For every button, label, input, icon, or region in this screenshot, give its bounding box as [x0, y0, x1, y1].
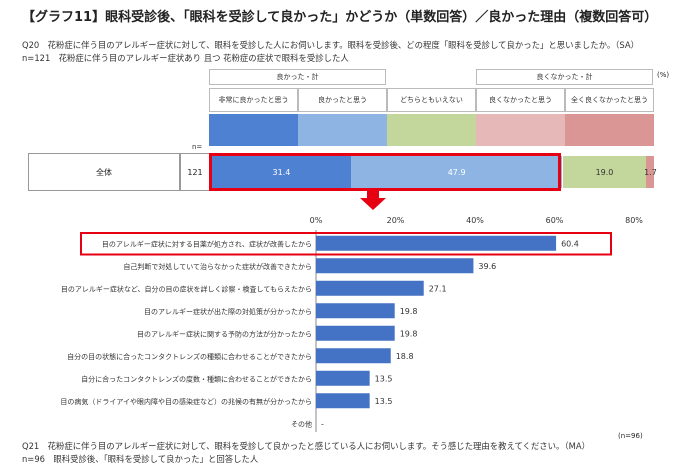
value-label-4: 19.8	[400, 329, 418, 338]
bar-0	[316, 235, 557, 251]
value-label-2: 27.1	[429, 284, 447, 293]
bar-7	[316, 393, 370, 409]
stack-segment-2	[562, 156, 647, 188]
value-label-3: 19.8	[400, 307, 418, 316]
category-label-3: 目のアレルギー症状が出た際の対処策が分かったから	[144, 307, 312, 316]
q20-sample: n=121 花粉症に伴う目のアレルギー症状あり 且つ 花粉症の症状で眼科を受診し…	[22, 53, 349, 63]
stack-segment-0	[212, 156, 351, 188]
category-swatch-4	[565, 114, 654, 146]
bar-1	[316, 258, 474, 274]
value-label-8: -	[321, 419, 324, 428]
bar-2	[316, 280, 424, 296]
value-label-7: 13.5	[375, 397, 393, 406]
value-label-1: 39.6	[478, 262, 496, 271]
category-header-2: どちらともいえない	[387, 88, 476, 112]
category-label-8: その他	[291, 419, 312, 428]
category-label-1: 自己判断で対処していて治らなかった症状が改善できたから	[123, 262, 312, 271]
down-arrow-icon	[360, 191, 386, 210]
q20-question: Q20 花粉症に伴う目のアレルギー症状に対して、眼科を受診した人にお伺いします。…	[22, 40, 639, 50]
page-title: 【グラフ11】眼科受診後、「眼科を受診して良かった」かどうか（単数回答）／良かっ…	[22, 10, 658, 25]
bar-5	[316, 348, 391, 364]
value-label-5: 18.8	[396, 352, 414, 361]
unit-label: (%)	[657, 71, 670, 79]
category-header-4: 全く良くなかったと思う	[565, 88, 654, 112]
reasons-bar-chart: 0% 20% 40% 60% 80% 目のアレルギー症状に対する目薬が処方され、症状が改善…	[60, 216, 643, 432]
category-label-6: 自分に合ったコンタクトレンズの度数・種類に合わせることができたから	[81, 374, 312, 383]
category-header-1: 良かったと思う	[298, 88, 387, 112]
category-label-4: 目のアレルギー症状に関する予防の方法が分かったから	[137, 329, 312, 338]
stack-segment-4	[646, 156, 654, 188]
x-tick-label-3: 60%	[546, 216, 564, 225]
value-label-6: 13.5	[375, 374, 393, 383]
q21-sample: n=96 眼科受診後、「眼科を受診して良かった」と回答した人	[22, 454, 259, 464]
category-swatch-0	[209, 114, 298, 146]
highlight-box-good	[209, 153, 561, 191]
bar-6	[316, 370, 370, 386]
group-header-good: 良かった・計	[209, 69, 386, 85]
category-swatch-2	[387, 114, 476, 146]
value-label-0: 60.4	[561, 239, 579, 248]
x-tick-label-1: 20%	[387, 216, 405, 225]
stack-value-label-0: 31.4	[272, 167, 291, 177]
category-label-0: 目のアレルギー症状に対する目薬が処方され、症状が改善したから	[102, 239, 312, 248]
stacked-bar-table: 良かった・計 良くなかった・計 (%) 非常に良かったと思う 良かったと思う どちら…	[0, 0, 689, 200]
stack-value-label-4: 1.7	[644, 167, 657, 177]
category-label-2: 目のアレルギー症状など、自分の目の症状を詳しく診察・検査してもらえたから	[61, 284, 312, 293]
n-note: (n=96)	[618, 432, 643, 440]
stack-value-label-1: 47.9	[447, 167, 466, 177]
highlight-box-top-reason	[80, 232, 612, 256]
row-label-total: 全体	[28, 153, 180, 191]
category-label-5: 自分の目の状態に合ったコンタクトレンズの種類に合わせることができたから	[67, 352, 312, 361]
q21-question: Q21 花粉症に伴う目のアレルギー症状に対して、眼科を受診して良かったと感じてい…	[22, 441, 590, 451]
group-header-bad: 良くなかった・計	[476, 69, 653, 85]
category-header-0: 非常に良かったと思う	[209, 88, 298, 112]
bar-3	[316, 303, 395, 319]
bar-4	[316, 325, 395, 341]
category-label-7: 目の病気（ドライアイや眼内障や目の感染症など）の兆候の有無が分かったから	[60, 397, 312, 406]
x-tick-label-2: 40%	[466, 216, 484, 225]
category-header-3: 良くなかったと思う	[476, 88, 565, 112]
category-swatch-3	[476, 114, 565, 146]
category-swatch-1	[298, 114, 387, 146]
row-n-total: 121	[180, 153, 210, 191]
x-tick-label-4: 80%	[625, 216, 643, 225]
stack-segment-1	[350, 156, 563, 188]
x-tick-label-0: 0%	[310, 216, 323, 225]
n-header: n=	[192, 143, 203, 151]
stack-value-label-2: 19.0	[595, 167, 614, 177]
